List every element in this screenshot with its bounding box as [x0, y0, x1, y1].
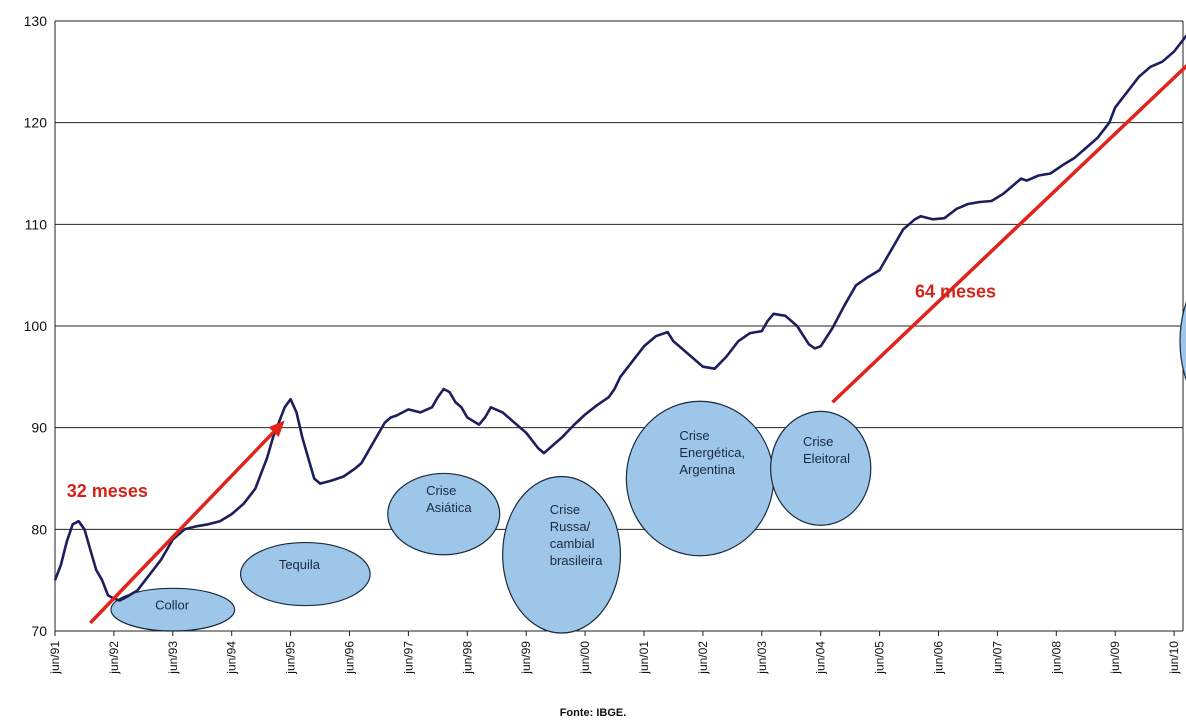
- x-tick-label: jun/97: [401, 641, 415, 675]
- annotation-ellipse-6: [770, 410, 872, 526]
- x-tick-label: jun/98: [460, 641, 474, 675]
- annotation-label: Energética,: [679, 445, 745, 460]
- y-tick-label-110: 110: [25, 216, 48, 232]
- annotation-label: Argentina: [679, 462, 735, 477]
- x-tick-label: jun/01: [637, 641, 651, 675]
- trend-arrow-2: [831, 63, 1186, 404]
- annotation-label: Collor: [155, 598, 190, 613]
- x-tick-label: jun/00: [578, 641, 592, 675]
- series-line: [53, 34, 1186, 602]
- annotation-label: Eleitoral: [803, 451, 850, 466]
- x-tick-label: jun/94: [225, 641, 239, 675]
- x-tick-label: jun/08: [1049, 641, 1063, 675]
- x-tick-label: jun/95: [284, 641, 298, 675]
- annotation-ellipse-3: [387, 472, 501, 556]
- x-tick-label: jun/92: [107, 641, 121, 675]
- x-tick-label: jun/04: [814, 641, 828, 675]
- annotation-ellipse-1: [110, 587, 236, 632]
- x-tick-label: jun/06: [932, 641, 946, 675]
- chart-svg: 70 80 90 100 110 120 130 jun/91 jun/92 jun/93 jun/…: [24, 13, 1186, 675]
- y-tick-label-120: 120: [24, 115, 48, 131]
- x-tick-label: jun/91: [48, 641, 62, 675]
- annotation-ellipse-2: [239, 541, 371, 607]
- annotation-ellipse-4: [502, 475, 622, 634]
- x-tick-label: jun/09: [1108, 641, 1122, 675]
- annotation-label: Russa/: [550, 519, 591, 534]
- x-tick-label: jun/02: [696, 641, 710, 675]
- annotation-label: Crise: [426, 483, 456, 498]
- annotation-label: Crise: [679, 428, 709, 443]
- annotation-label: Asiática: [426, 500, 472, 515]
- y-tick-label-100: 100: [24, 318, 48, 334]
- x-tick-label: jun/05: [873, 641, 887, 675]
- trend-arrow-1: [89, 430, 275, 625]
- annotation-label: Tequila: [279, 557, 321, 572]
- annotation-ellipse-7: [1179, 301, 1186, 382]
- annotation-label: Crise: [803, 434, 833, 449]
- trend-arrow-label-1: 32 meses: [67, 481, 148, 501]
- x-tick-label: jun/99: [519, 641, 533, 675]
- y-tick-label-90: 90: [31, 420, 47, 436]
- y-tick-label-130: 130: [24, 13, 48, 29]
- x-tick-label: jun/07: [990, 641, 1004, 675]
- x-tick-label: jun/96: [343, 641, 357, 675]
- x-tick-label: jun/03: [755, 641, 769, 675]
- source-note: Fonte: IBGE.: [559, 707, 627, 719]
- annotation-label: cambial: [550, 536, 595, 551]
- trend-arrow-label-2: 64 meses: [915, 282, 996, 302]
- y-tick-label-70: 70: [31, 623, 47, 639]
- annotation-label: brasileira: [550, 553, 604, 568]
- x-tick-label: jun/93: [166, 641, 180, 675]
- trend-arrow-head-1: [268, 420, 285, 437]
- y-tick-label-80: 80: [31, 521, 47, 537]
- annotation-label: Crise: [550, 502, 580, 517]
- annotation-ellipse-5: [625, 400, 775, 557]
- x-tick-label: jun/10: [1167, 641, 1181, 675]
